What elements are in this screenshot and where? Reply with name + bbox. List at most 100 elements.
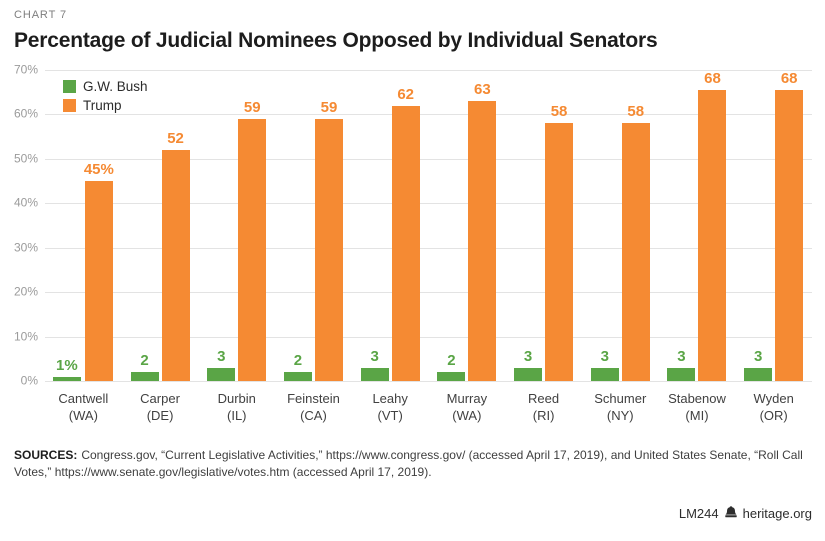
bar-column: 3 [207, 70, 236, 381]
legend-label: G.W. Bush [83, 79, 148, 94]
bar-column: 62 [391, 70, 420, 381]
bar [238, 118, 267, 381]
bar-group: 2 63 [429, 70, 506, 381]
chart-kicker: CHART 7 [14, 9, 67, 21]
senator-state: (WA) [452, 408, 482, 423]
trump-swatch-icon [63, 99, 76, 112]
bar-pair: 3 68 [667, 70, 727, 381]
x-axis-label: Stabenow (MI) [659, 390, 736, 424]
sources-note: SOURCES: Congress.gov, “Current Legislati… [14, 447, 811, 480]
senator-name: Schumer [594, 391, 647, 406]
bar-column: 3 [744, 70, 773, 381]
gridline [45, 158, 812, 160]
senator-name: Stabenow [668, 391, 726, 406]
bar [52, 376, 81, 381]
x-axis-label: Durbin (IL) [198, 390, 275, 424]
page-title: Percentage of Judicial Nominees Opposed … [14, 29, 658, 52]
bar-group: 3 68 [735, 70, 812, 381]
senator-state: (MI) [685, 408, 709, 423]
bar [744, 367, 773, 381]
bar [437, 372, 466, 381]
senator-name: Murray [446, 391, 488, 406]
x-axis-label: Carper (DE) [122, 390, 199, 424]
y-tick-label: 70% [13, 62, 38, 77]
bar-group: 3 58 [505, 70, 582, 381]
x-axis-label: Schumer (NY) [582, 390, 659, 424]
bar [314, 118, 343, 381]
bar-column: 2 [283, 70, 312, 381]
bar-value-label: 2 [140, 352, 149, 370]
bar-pair: 3 62 [360, 70, 420, 381]
bar-value-label: 68 [780, 70, 798, 87]
bar-column: 52 [161, 70, 190, 381]
bar [161, 149, 190, 381]
bar-value-label: 3 [754, 347, 763, 365]
senator-state: (IL) [227, 408, 247, 423]
bar-group: 3 59 [198, 70, 275, 381]
y-tick-label: 0% [20, 373, 38, 388]
bar-pair: 2 59 [283, 70, 343, 381]
bar [545, 123, 574, 381]
bar-value-label: 3 [523, 347, 533, 365]
gridline [45, 336, 812, 338]
bar [698, 90, 727, 381]
bar [84, 181, 113, 381]
bar-pair: 3 59 [207, 70, 267, 381]
bar-value-label: 2 [293, 352, 303, 370]
bar-group: 2 52 [122, 70, 199, 381]
bar-group: 3 68 [659, 70, 736, 381]
senator-name: Reed [528, 391, 560, 406]
bar [621, 123, 650, 381]
bar [130, 372, 159, 381]
bar [207, 367, 236, 381]
senator-name: Leahy [372, 391, 408, 406]
bar-column: 1% [52, 70, 81, 381]
x-axis-label: Feinstein (CA) [275, 390, 352, 424]
bar-column: 3 [360, 70, 389, 381]
y-tick-label: 50% [13, 151, 38, 166]
senator-state: (CA) [300, 408, 327, 423]
legend-item-gw-bush: G.W. Bush [63, 79, 148, 94]
y-tick-label: 40% [13, 195, 38, 210]
bar [283, 372, 312, 381]
legend-item-trump: Trump [63, 98, 148, 113]
bar-column: 68 [698, 70, 727, 381]
senator-name: Durbin [217, 391, 256, 406]
bar-column: 3 [590, 70, 619, 381]
y-tick-label: 20% [13, 284, 38, 299]
sources-text: Congress.gov, “Current Legislative Activ… [14, 448, 803, 479]
y-tick-label: 10% [13, 328, 38, 343]
bar-value-label: 45% [83, 161, 114, 179]
gw-bush-swatch-icon [63, 80, 76, 93]
liberty-bell-icon [724, 505, 738, 522]
footer: LM244 heritage.org [679, 505, 812, 522]
bar-value-label: 62 [397, 85, 414, 103]
x-axis-label: Murray (WA) [429, 390, 506, 424]
bar [468, 101, 497, 381]
bar-value-label: 1% [55, 356, 78, 374]
bar-column: 2 [130, 70, 159, 381]
bar-value-label: 58 [627, 103, 645, 121]
bar-column: 59 [314, 70, 343, 381]
bar-value-label: 58 [550, 103, 568, 121]
bar-column: 58 [545, 70, 574, 381]
sources-label: SOURCES: [14, 448, 78, 462]
senator-name: Wyden [753, 391, 794, 406]
bar-groups: 1% 45% 2 52 3 59 2 59 3 62 2 63 3 58 3 58 3 68 3 68 [45, 70, 812, 381]
report-id: LM244 [678, 506, 719, 521]
bar [775, 90, 804, 381]
bar [590, 367, 619, 381]
gridline [45, 203, 812, 205]
bar-chart: G.W. Bush Trump 1% 45% 2 52 3 59 2 59 3 62 2 63 3 58 3… [14, 62, 812, 387]
bar-group: 1% 45% [45, 70, 122, 381]
bar-pair: 3 58 [514, 70, 574, 381]
bar [391, 105, 420, 381]
chart-legend: G.W. Bush Trump [63, 79, 148, 117]
site-link: heritage.org [742, 506, 812, 521]
legend-label: Trump [83, 98, 122, 113]
bar [514, 367, 543, 381]
bar-group: 2 59 [275, 70, 352, 381]
bar-column: 59 [238, 70, 267, 381]
bar-value-label: 3 [370, 347, 379, 365]
